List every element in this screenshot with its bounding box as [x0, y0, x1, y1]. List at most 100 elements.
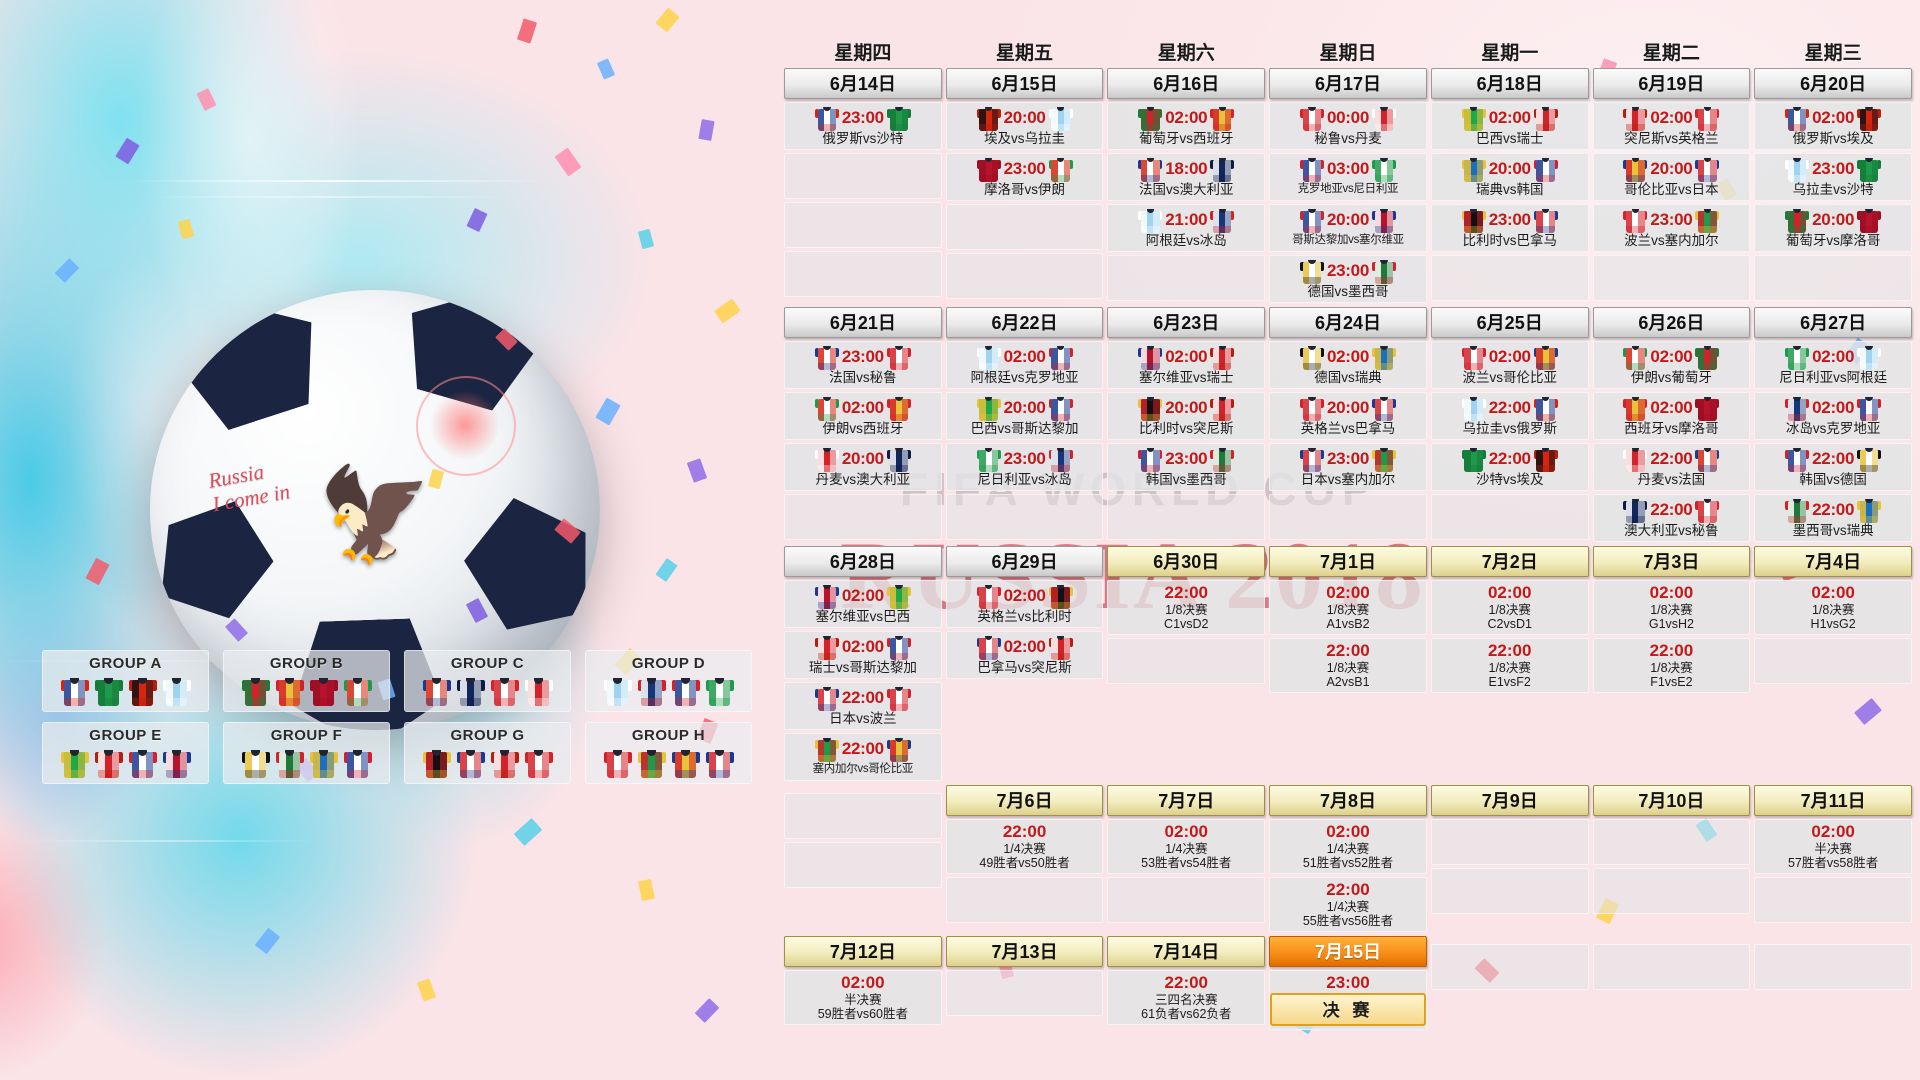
date-pill[interactable]: 6月15日 [945, 68, 1104, 99]
match-cell[interactable]: 23:00 尼日利亚vs冰岛 [945, 443, 1104, 491]
date-pill[interactable]: 7月7日 [1107, 785, 1266, 816]
date-pill[interactable]: 6月29日 [945, 546, 1104, 577]
date-pill[interactable]: 6月24日 [1269, 307, 1427, 338]
match-cell[interactable]: 20:00 比利时vs突尼斯 [1107, 392, 1266, 440]
match-cell[interactable]: 02:00 冰岛vs克罗地亚 [1754, 392, 1912, 440]
match-cell[interactable]: 18:00 法国vs澳大利亚 [1107, 153, 1266, 201]
knockout-match-cell[interactable]: 02:00 1/8决赛 A1vsB2 [1269, 580, 1427, 635]
date-pill[interactable]: 6月14日 [784, 68, 942, 99]
match-cell[interactable]: 02:00 葡萄牙vs西班牙 [1107, 102, 1266, 150]
group-box-group-a[interactable]: GROUP A [42, 650, 209, 712]
group-box-group-b[interactable]: GROUP B [223, 650, 390, 712]
knockout-match-cell[interactable]: 22:00 三四名决赛 61负者vs62负者 [1107, 970, 1266, 1025]
knockout-match-cell[interactable]: 02:00 1/8决赛 C2vsD1 [1430, 580, 1589, 635]
date-pill[interactable]: 6月23日 [1107, 307, 1266, 338]
date-pill[interactable]: 7月14日 [1107, 936, 1266, 967]
date-pill[interactable]: 6月25日 [1430, 307, 1589, 338]
match-cell[interactable]: 23:00 比利时vs巴拿马 [1430, 204, 1589, 252]
match-cell[interactable]: 23:00 日本vs塞内加尔 [1269, 443, 1427, 491]
knockout-match-cell[interactable]: 02:00 1/8决赛 G1vsH2 [1592, 580, 1751, 635]
match-cell[interactable]: 02:00 塞尔维亚vs巴西 [784, 580, 942, 628]
date-pill[interactable]: 7月8日 [1269, 785, 1427, 816]
match-cell[interactable]: 20:00 瑞典vs韩国 [1430, 153, 1589, 201]
knockout-match-cell[interactable]: 22:00 1/8决赛 F1vsE2 [1592, 638, 1751, 693]
match-cell[interactable]: 03:00 克罗地亚vs尼日利亚 [1269, 153, 1427, 201]
match-cell[interactable]: 02:00 瑞士vs哥斯达黎加 [784, 631, 942, 679]
match-cell[interactable]: 02:00 俄罗斯vs埃及 [1754, 102, 1912, 150]
match-cell[interactable]: 22:00 韩国vs德国 [1754, 443, 1912, 491]
match-cell[interactable]: 02:00 巴拿马vs突尼斯 [945, 631, 1104, 679]
match-cell[interactable]: 22:00 日本vs波兰 [784, 682, 942, 730]
match-cell[interactable]: 20:00 巴西vs哥斯达黎加 [945, 392, 1104, 440]
group-box-group-c[interactable]: GROUP C [404, 650, 571, 712]
date-pill[interactable]: 7月10日 [1592, 785, 1751, 816]
knockout-match-cell[interactable]: 22:00 1/4决赛 49胜者vs50胜者 [945, 819, 1104, 874]
date-pill[interactable]: 6月30日 [1107, 546, 1266, 577]
match-cell[interactable]: 20:00 英格兰vs巴拿马 [1269, 392, 1427, 440]
group-box-group-f[interactable]: GROUP F [223, 722, 390, 784]
match-cell[interactable]: 22:00 墨西哥vs瑞典 [1754, 494, 1912, 542]
date-pill[interactable]: 7月9日 [1430, 785, 1589, 816]
match-cell[interactable]: 23:00 摩洛哥vs伊朗 [945, 153, 1104, 201]
match-cell[interactable]: 23:00 俄罗斯vs沙特 [784, 102, 942, 150]
knockout-match-cell[interactable]: 22:00 1/8决赛 C1vsD2 [1107, 580, 1266, 635]
match-cell[interactable]: 02:00 西班牙vs摩洛哥 [1592, 392, 1751, 440]
match-cell[interactable]: 22:00 塞内加尔vs哥伦比亚 [784, 733, 942, 781]
match-cell[interactable]: 02:00 尼日利亚vs阿根廷 [1754, 341, 1912, 389]
date-pill[interactable]: 7月15日 [1269, 936, 1427, 967]
group-box-group-e[interactable]: GROUP E [42, 722, 209, 784]
match-cell[interactable]: 02:00 阿根廷vs克罗地亚 [945, 341, 1104, 389]
date-pill[interactable]: 6月27日 [1754, 307, 1912, 338]
match-cell[interactable]: 22:00 澳大利亚vs秘鲁 [1592, 494, 1751, 542]
group-box-group-g[interactable]: GROUP G [404, 722, 571, 784]
match-cell[interactable]: 20:00 哥斯达黎加vs塞尔维亚 [1269, 204, 1427, 252]
match-cell[interactable]: 20:00 丹麦vs澳大利亚 [784, 443, 942, 491]
date-pill[interactable]: 6月28日 [784, 546, 942, 577]
match-cell[interactable]: 02:00 伊朗vs西班牙 [784, 392, 942, 440]
match-cell[interactable]: 22:00 沙特vs埃及 [1430, 443, 1589, 491]
date-pill[interactable]: 6月22日 [945, 307, 1104, 338]
date-pill[interactable]: 6月19日 [1592, 68, 1751, 99]
final-match-cell[interactable]: 23:00 决 赛 [1269, 970, 1427, 1030]
date-pill[interactable]: 7月12日 [784, 936, 942, 967]
match-cell[interactable]: 22:00 丹麦vs法国 [1592, 443, 1751, 491]
match-cell[interactable]: 20:00 哥伦比亚vs日本 [1592, 153, 1751, 201]
knockout-match-cell[interactable]: 02:00 1/4决赛 51胜者vs52胜者 [1269, 819, 1427, 874]
date-pill[interactable]: 7月4日 [1754, 546, 1912, 577]
date-pill[interactable]: 6月16日 [1107, 68, 1266, 99]
date-pill[interactable]: 6月20日 [1754, 68, 1912, 99]
match-cell[interactable]: 02:00 突尼斯vs英格兰 [1592, 102, 1751, 150]
match-cell[interactable]: 02:00 巴西vs瑞士 [1430, 102, 1589, 150]
date-pill[interactable]: 7月11日 [1754, 785, 1912, 816]
date-pill[interactable]: 6月17日 [1269, 68, 1427, 99]
match-cell[interactable]: 02:00 英格兰vs比利时 [945, 580, 1104, 628]
date-pill[interactable]: 6月26日 [1592, 307, 1751, 338]
match-cell[interactable]: 20:00 葡萄牙vs摩洛哥 [1754, 204, 1912, 252]
match-cell[interactable]: 23:00 德国vs墨西哥 [1269, 255, 1427, 303]
match-cell[interactable]: 23:00 韩国vs墨西哥 [1107, 443, 1266, 491]
match-cell[interactable]: 02:00 波兰vs哥伦比亚 [1430, 341, 1589, 389]
date-pill[interactable]: 6月18日 [1430, 68, 1589, 99]
match-cell[interactable]: 23:00 法国vs秘鲁 [784, 341, 942, 389]
group-box-group-h[interactable]: GROUP H [585, 722, 752, 784]
match-cell[interactable]: 02:00 伊朗vs葡萄牙 [1592, 341, 1751, 389]
knockout-match-cell[interactable]: 22:00 1/4决赛 55胜者vs56胜者 [1269, 877, 1427, 932]
match-cell[interactable]: 20:00 埃及vs乌拉圭 [945, 102, 1104, 150]
match-cell[interactable]: 21:00 阿根廷vs冰岛 [1107, 204, 1266, 252]
knockout-match-cell[interactable]: 22:00 1/8决赛 A2vsB1 [1269, 638, 1427, 693]
date-pill[interactable]: 7月3日 [1592, 546, 1751, 577]
knockout-match-cell[interactable]: 02:00 半决赛 57胜者vs58胜者 [1754, 819, 1912, 874]
knockout-match-cell[interactable]: 22:00 1/8决赛 E1vsF2 [1430, 638, 1589, 693]
match-cell[interactable]: 00:00 秘鲁vs丹麦 [1269, 102, 1427, 150]
date-pill[interactable]: 6月21日 [784, 307, 942, 338]
match-cell[interactable]: 23:00 乌拉圭vs沙特 [1754, 153, 1912, 201]
knockout-match-cell[interactable]: 02:00 半决赛 59胜者vs60胜者 [784, 970, 942, 1025]
date-pill[interactable]: 7月2日 [1430, 546, 1589, 577]
match-cell[interactable]: 23:00 波兰vs塞内加尔 [1592, 204, 1751, 252]
match-cell[interactable]: 02:00 塞尔维亚vs瑞士 [1107, 341, 1266, 389]
match-cell[interactable]: 02:00 德国vs瑞典 [1269, 341, 1427, 389]
date-pill[interactable]: 7月1日 [1269, 546, 1427, 577]
date-pill[interactable]: 7月6日 [945, 785, 1104, 816]
date-pill[interactable]: 7月13日 [945, 936, 1104, 967]
match-cell[interactable]: 22:00 乌拉圭vs俄罗斯 [1430, 392, 1589, 440]
